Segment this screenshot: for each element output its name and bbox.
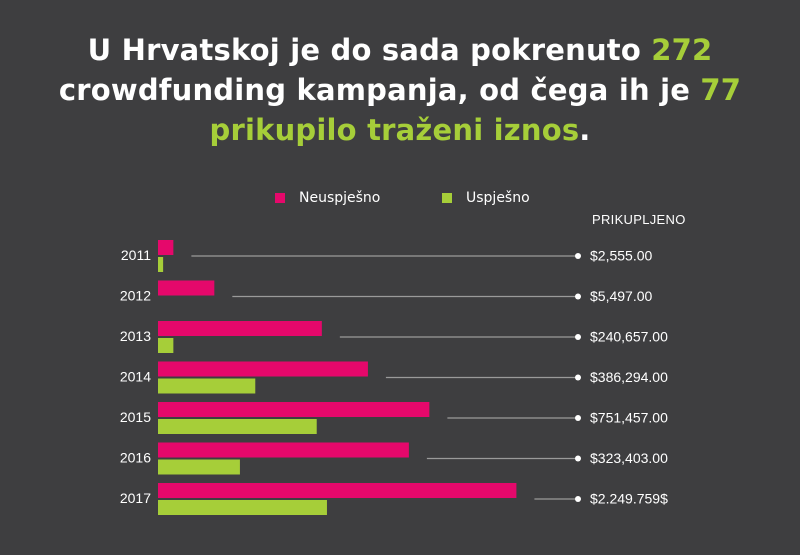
bar-neuspjesno [158, 483, 517, 498]
headline-highlight: prikupilo traženi iznos [209, 113, 580, 147]
headline: U Hrvatskoj je do sada pokrenuto 272 cro… [0, 30, 800, 150]
amount-label: $323,403.00 [590, 450, 668, 466]
amount-label: $2,555.00 [590, 248, 652, 264]
bar-uspjesno [158, 500, 327, 515]
connector-dot [575, 455, 581, 462]
legend-label-neuspjesno: Neuspješno [299, 190, 381, 206]
headline-period: . [579, 113, 591, 147]
connector-dot [575, 374, 581, 381]
connector-dot [575, 334, 581, 340]
amount-label: $751,457.00 [590, 410, 668, 426]
legend-swatch-uspjesno [442, 193, 452, 203]
connector-dot [575, 293, 581, 300]
column-header-prikupljeno: PRIKUPLJENO [592, 212, 686, 227]
connector-dot [575, 415, 581, 421]
headline-total-count: 272 [651, 33, 713, 67]
year-label: 2014 [120, 369, 151, 385]
bar-neuspjesno [158, 442, 409, 458]
headline-success-count: 77 [700, 73, 742, 107]
bar-uspjesno [158, 338, 174, 353]
legend-item-neuspjesno: Neuspješno [275, 190, 380, 206]
bar-neuspjesno [158, 361, 368, 377]
legend-item-uspjesno: Uspješno [442, 190, 530, 206]
year-label: 2015 [120, 409, 151, 425]
connector-dot [575, 253, 581, 259]
bar-uspjesno [158, 257, 164, 272]
amount-label: $240,657.00 [590, 329, 668, 345]
amount-label: $386,294.00 [590, 369, 668, 385]
year-label: 2016 [120, 450, 151, 466]
legend-label-uspjesno: Uspješno [466, 190, 530, 206]
amount-label: $2.249.759$ [590, 491, 668, 507]
bar-uspjesno [158, 419, 317, 434]
bar-neuspjesno [158, 321, 322, 336]
bar-uspjesno [158, 459, 240, 475]
legend-swatch-neuspjesno [275, 193, 285, 203]
bar-uspjesno [158, 378, 256, 394]
bar-neuspjesno [158, 240, 174, 255]
year-label: 2012 [120, 288, 151, 304]
year-label: 2017 [120, 490, 151, 506]
headline-text: U Hrvatskoj je do sada pokrenuto [87, 33, 652, 67]
amount-label: $5,497.00 [590, 288, 652, 304]
bar-neuspjesno [158, 280, 215, 296]
year-label: 2013 [120, 328, 151, 344]
year-label: 2011 [121, 247, 151, 263]
bar-neuspjesno [158, 402, 430, 417]
headline-text: crowdfunding kampanja, od čega ih je [58, 73, 701, 107]
connector-dot [575, 496, 581, 502]
